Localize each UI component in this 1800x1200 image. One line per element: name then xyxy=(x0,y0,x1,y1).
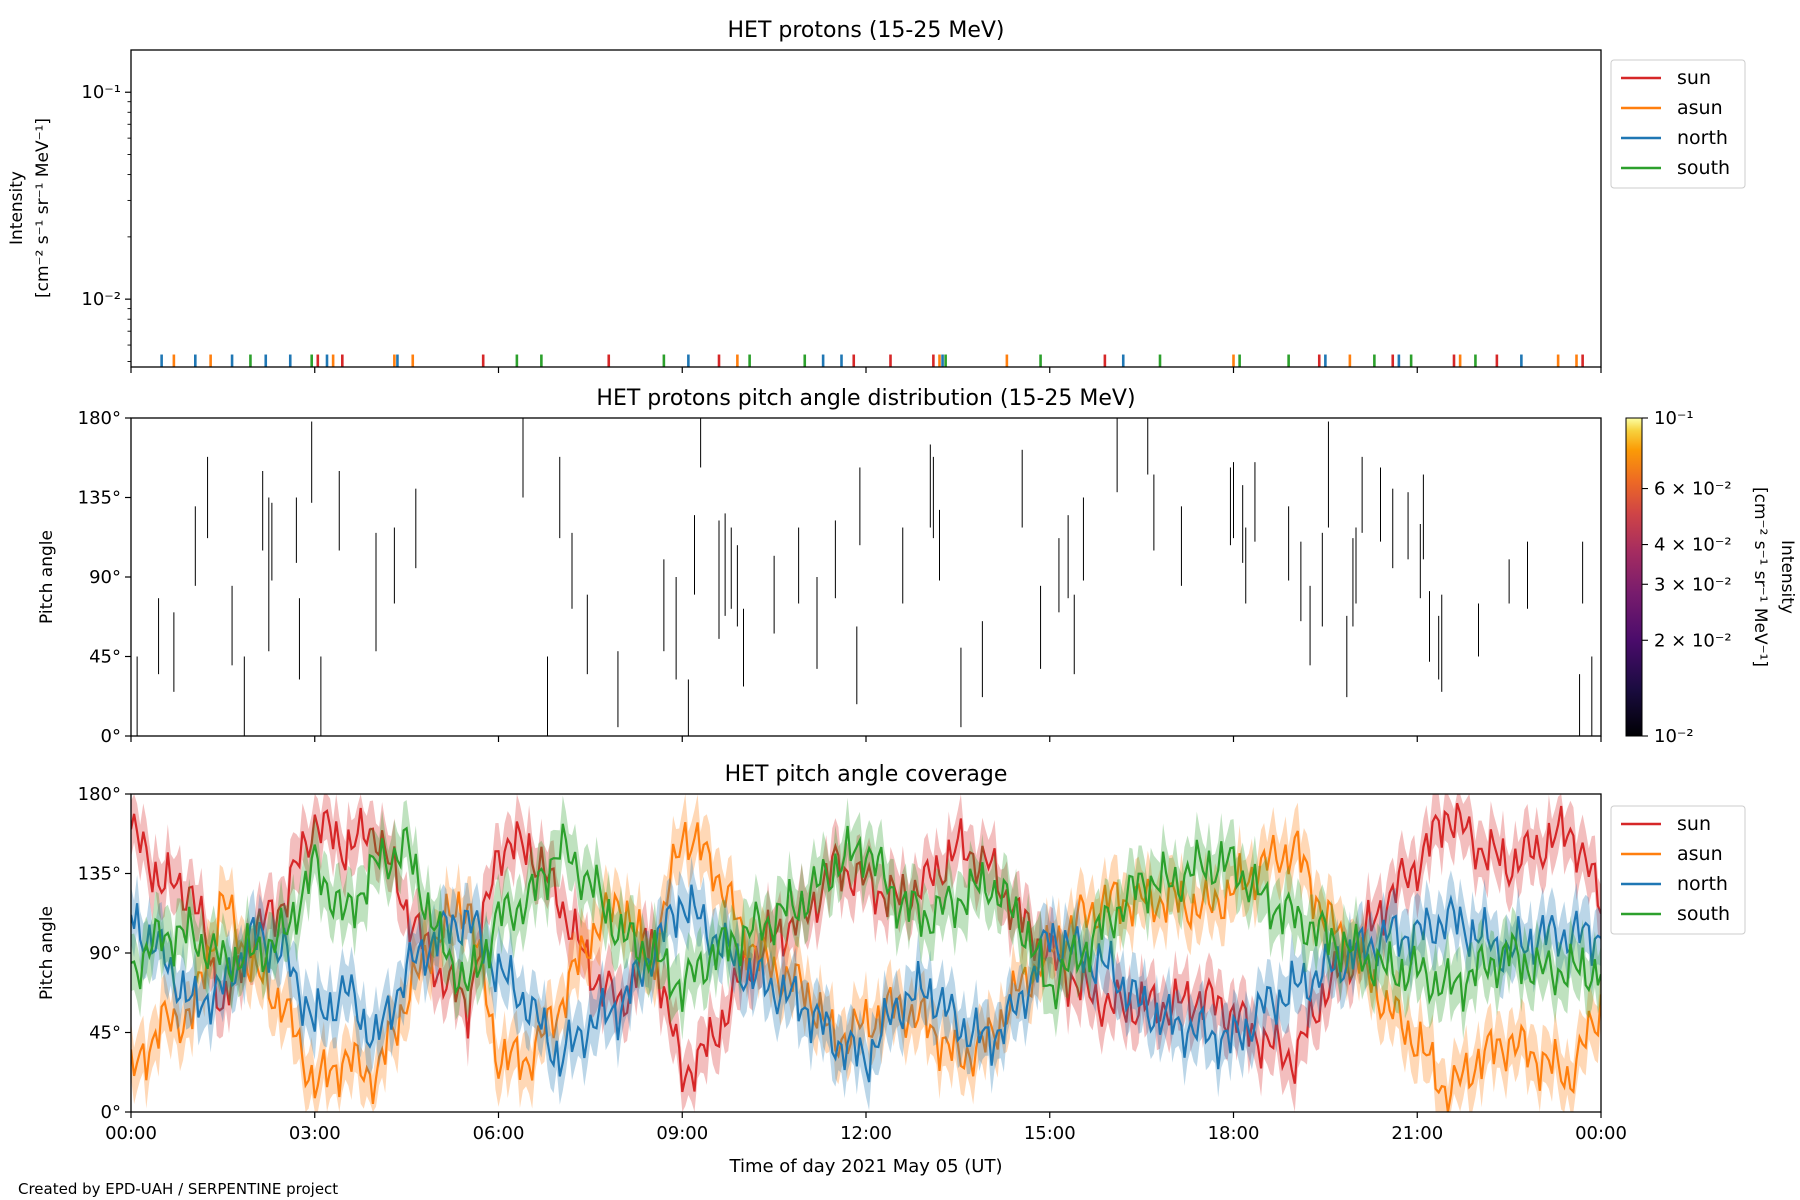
intensity-markers xyxy=(160,354,1584,367)
coverage-band-sun xyxy=(131,794,1601,1112)
y-tick-label: 45° xyxy=(89,647,121,668)
y-tick-label: 45° xyxy=(89,1023,121,1044)
pad-segments xyxy=(136,418,1593,736)
pad-y-axis: 0° 45° 90° 135° 180° xyxy=(78,408,131,747)
coverage-legend: sun asun north south xyxy=(1610,805,1746,935)
x-tick-label: 18:00 xyxy=(1208,1123,1260,1144)
y-tick-label: 135° xyxy=(78,488,121,509)
coverage-ylabel: Pitch angle xyxy=(37,906,57,1000)
intensity-title: HET protons (15-25 MeV) xyxy=(728,18,1005,43)
colorbar xyxy=(1625,417,1643,737)
legend-label-north: north xyxy=(1677,127,1728,149)
colorbar-tick-label: 3 × 10⁻² xyxy=(1654,574,1732,595)
coverage-panel: HET pitch angle coverage 0° 45° 90° 135° 180… xyxy=(37,762,1746,1177)
legend-label-north: north xyxy=(1677,873,1728,895)
y-tick-label: 10⁻¹ xyxy=(81,82,121,103)
pad-x-ticks xyxy=(130,736,1602,742)
x-tick-label: 21:00 xyxy=(1391,1123,1443,1144)
legend-label-south: south xyxy=(1677,157,1730,179)
legend-box xyxy=(1610,805,1746,935)
pad-title: HET protons pitch angle distribution (15… xyxy=(596,386,1135,411)
x-tick-label: 09:00 xyxy=(656,1123,708,1144)
pad-panel: HET protons pitch angle distribution (15… xyxy=(37,386,1797,747)
pad-ylabel: Pitch angle xyxy=(37,530,57,624)
colorbar-tick-label: 10⁻² xyxy=(1654,726,1694,747)
intensity-y-axis: 10⁻² 10⁻¹ xyxy=(81,82,131,362)
y-tick-label: 0° xyxy=(101,1102,121,1123)
y-tick-label: 90° xyxy=(89,567,121,588)
footer-credit: Created by EPD-UAH / SERPENTINE project xyxy=(18,1180,338,1198)
legend-box xyxy=(1610,59,1746,189)
legend-label-asun: asun xyxy=(1677,843,1723,865)
colorbar-label-line2: [cm⁻² s⁻¹ sr⁻¹ MeV⁻¹] xyxy=(1750,487,1770,667)
coverage-line-south xyxy=(131,823,1601,1012)
coverage-band-north xyxy=(131,856,1601,1111)
x-tick-label: 12:00 xyxy=(840,1123,892,1144)
colorbar-tick-label: 4 × 10⁻² xyxy=(1654,535,1732,556)
colorbar-tick-label: 2 × 10⁻² xyxy=(1654,630,1732,651)
colorbar-ticks: 10⁻² 2 × 10⁻² 3 × 10⁻² 4 × 10⁻² 6 × 10⁻² 10⁻¹ xyxy=(1642,408,1732,747)
legend-label-asun: asun xyxy=(1677,97,1723,119)
intensity-ylabel-line1: Intensity xyxy=(7,171,27,245)
coverage-x-axis: 00:00 03:00 06:00 09:00 12:00 15:00 18:00 21:00… xyxy=(105,1112,1627,1144)
x-tick-label: 00:00 xyxy=(105,1123,157,1144)
y-tick-label: 135° xyxy=(78,864,121,885)
intensity-legend: sun asun north south xyxy=(1610,59,1746,189)
coverage-band-asun xyxy=(131,794,1601,1112)
colorbar-label-line1: Intensity xyxy=(1777,540,1797,614)
x-tick-label: 06:00 xyxy=(473,1123,525,1144)
legend-label-sun: sun xyxy=(1677,67,1711,89)
intensity-ylabel-line2: [cm⁻² s⁻¹ sr⁻¹ MeV⁻¹] xyxy=(33,118,53,298)
intensity-plot-frame xyxy=(130,49,1602,368)
coverage-xlabel: Time of day 2021 May 05 (UT) xyxy=(729,1156,1003,1177)
intensity-panel: HET protons (15-25 MeV) 10⁻² 10⁻¹ Intensi… xyxy=(7,18,1746,373)
coverage-plot-frame xyxy=(130,793,1602,1113)
pad-plot-frame xyxy=(130,417,1602,737)
legend-label-sun: sun xyxy=(1677,813,1711,835)
y-tick-label: 180° xyxy=(78,408,121,429)
coverage-line-north xyxy=(131,884,1601,1083)
colorbar-tick-label: 6 × 10⁻² xyxy=(1654,479,1732,500)
coverage-lines xyxy=(131,794,1601,1112)
y-tick-label: 180° xyxy=(78,784,121,805)
x-tick-label: 15:00 xyxy=(1024,1123,1076,1144)
intensity-x-ticks xyxy=(130,367,1602,373)
y-tick-label: 0° xyxy=(101,726,121,747)
y-tick-label: 10⁻² xyxy=(81,289,121,310)
coverage-title: HET pitch angle coverage xyxy=(725,762,1008,787)
x-tick-label: 00:00 xyxy=(1575,1123,1627,1144)
colorbar-tick-label: 10⁻¹ xyxy=(1654,408,1694,429)
y-tick-label: 90° xyxy=(89,943,121,964)
legend-label-south: south xyxy=(1677,903,1730,925)
coverage-y-axis: 0° 45° 90° 135° 180° xyxy=(78,784,131,1123)
x-tick-label: 03:00 xyxy=(289,1123,341,1144)
